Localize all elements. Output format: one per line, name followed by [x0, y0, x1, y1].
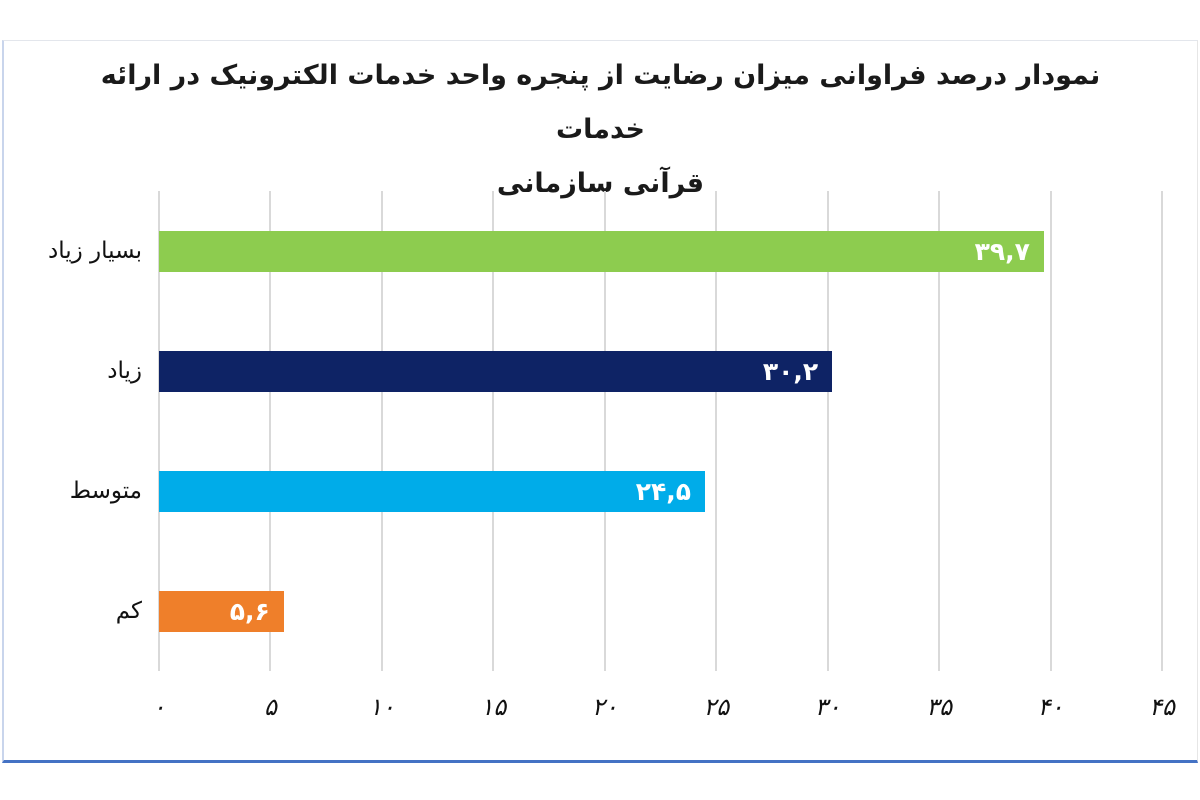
category-label: کم: [115, 598, 142, 624]
plot-area: ۳۹,۷ ۳۰,۲ ۲۴,۵ ۵,۶: [158, 191, 1163, 671]
x-tick-label: ۲۵: [703, 693, 730, 721]
bar-value-label: ۵,۶: [229, 596, 270, 626]
gridline: [826, 191, 829, 671]
chart-title-line-1: نمودار درصد فراوانی میزان رضایت از پنجره…: [100, 60, 1101, 145]
bar-value-label: ۳۹,۷: [974, 236, 1030, 266]
x-tick-label: ۴۵: [1149, 693, 1175, 721]
x-tick-label: ۳۰: [814, 693, 841, 721]
x-tick-label: ۴۰: [1037, 693, 1064, 721]
gridline: [1161, 191, 1163, 671]
category-label: بسیار زیاد: [47, 238, 142, 264]
x-tick-label: ۰: [152, 693, 166, 721]
x-tick-label: ۳۵: [926, 693, 952, 721]
bar-value-label: ۲۴,۵: [635, 476, 692, 506]
gridline: [269, 191, 272, 671]
gridline: [1049, 191, 1052, 671]
gridline: [938, 191, 941, 671]
x-tick-label: ۵: [263, 693, 277, 721]
gridline: [715, 191, 718, 671]
bar: ۳۰,۲: [159, 350, 833, 392]
bar: ۳۹,۷: [159, 230, 1044, 272]
chart-title-line-2: قرآنی سازمانی: [496, 168, 705, 199]
chart-panel: نمودار درصد فراوانی میزان رضایت از پنجره…: [2, 40, 1198, 763]
gridline: [492, 191, 495, 671]
category-label: متوسط: [69, 478, 142, 504]
bar-value-label: ۳۰,۲: [762, 356, 819, 386]
x-tick-label: ۱۵: [480, 693, 507, 721]
bar: ۲۴,۵: [159, 470, 706, 512]
gridline: [380, 191, 383, 671]
chart-title: نمودار درصد فراوانی میزان رضایت از پنجره…: [74, 49, 1127, 211]
x-tick-label: ۲۰: [591, 693, 618, 721]
bar: ۵,۶: [159, 590, 284, 632]
gridline: [158, 191, 160, 671]
gridline: [603, 191, 606, 671]
x-tick-label: ۱۰: [368, 693, 395, 721]
category-label: زیاد: [107, 358, 142, 384]
